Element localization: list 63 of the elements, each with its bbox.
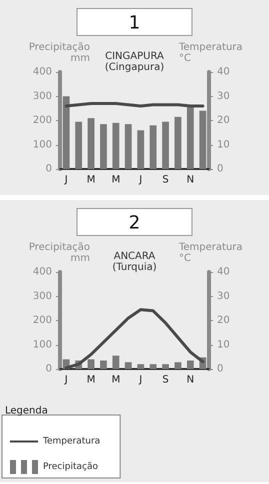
- x-tick-label: M: [112, 374, 120, 386]
- y2-tick-label: 20: [217, 115, 230, 126]
- bar: [174, 116, 182, 169]
- x-tick-label: J: [64, 174, 68, 186]
- y-tick-label: 100: [32, 139, 52, 150]
- y2-tick-label: 0: [217, 364, 224, 374]
- bar: [75, 122, 82, 169]
- bar: [112, 356, 120, 369]
- y-tick-label: 100: [32, 339, 52, 350]
- bar: [88, 118, 94, 169]
- y-tick-label: 0: [46, 164, 52, 174]
- y-tick-label: 400: [32, 266, 52, 278]
- legend-label: Temperatura: [42, 436, 100, 446]
- bar: [162, 364, 169, 369]
- y2-tick-label: 10: [217, 339, 230, 350]
- line-series: [64, 308, 204, 370]
- bar: [100, 124, 107, 169]
- x-tick-label: J: [64, 374, 68, 386]
- y2-tick-label: 30: [217, 90, 230, 102]
- x-tick-label: J: [138, 174, 142, 186]
- y-tick-label: 200: [32, 115, 52, 126]
- bar: [174, 362, 182, 369]
- y-tick-label: 300: [32, 90, 52, 102]
- x-tick-label: J: [138, 374, 142, 386]
- y2-tick-label: 30: [217, 290, 230, 302]
- bar: [150, 364, 157, 369]
- bar: [124, 124, 132, 169]
- y2-tick-label: 40: [217, 66, 230, 78]
- x-tick-label: M: [86, 374, 96, 386]
- x-tick-label: M: [86, 174, 96, 186]
- chart-subtitle: ANCARA (Turquia): [112, 251, 157, 273]
- bar: [88, 359, 94, 369]
- chart-subtitle: CINGAPURA (Cingapura): [104, 51, 164, 73]
- y-tick-label: 200: [32, 315, 52, 326]
- x-tick-label: S: [162, 174, 169, 186]
- bar: [112, 122, 120, 169]
- chart-title: 2: [128, 212, 140, 234]
- bar: [162, 122, 169, 169]
- y-tick-label: 300: [32, 290, 52, 302]
- bar: [186, 360, 194, 369]
- legend-label: Precipitação: [43, 462, 98, 472]
- x-tick-label: S: [162, 374, 169, 386]
- y-tick-label: 400: [32, 66, 52, 78]
- bar: [124, 362, 132, 369]
- legend-title: Legenda: [5, 406, 48, 416]
- x-tick-label: M: [112, 174, 120, 186]
- y-axis-title: Precipitação mm: [28, 242, 90, 264]
- y2-axis-title: Temperatura °C: [178, 42, 243, 64]
- bar: [100, 360, 107, 369]
- y-axis-title: Precipitação mm: [28, 42, 90, 64]
- y2-axis-title: Temperatura °C: [178, 242, 243, 264]
- y-tick-label: 0: [46, 364, 52, 374]
- bar: [186, 107, 194, 169]
- x-tick-label: N: [186, 374, 194, 386]
- x-tick-label: N: [186, 174, 194, 186]
- bar: [137, 130, 144, 169]
- bar: [137, 364, 144, 369]
- y2-tick-label: 10: [217, 139, 230, 150]
- bar: [150, 125, 157, 169]
- y2-tick-label: 20: [217, 315, 230, 326]
- y2-tick-label: 0: [217, 164, 224, 174]
- chart-title: 1: [128, 12, 140, 34]
- y2-tick-label: 40: [217, 266, 230, 278]
